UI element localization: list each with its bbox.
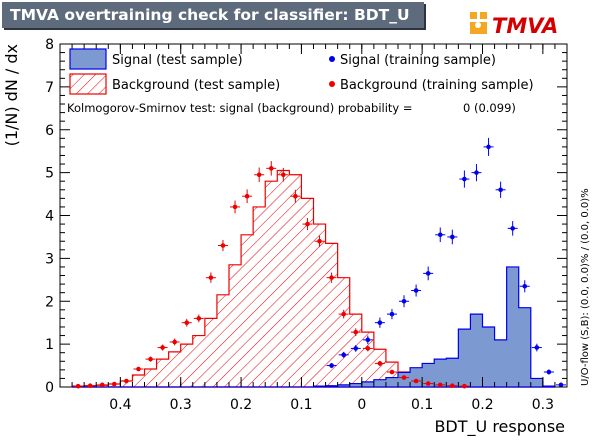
y-tick-label: 2 [45, 294, 54, 310]
y-tick-label: 1 [45, 337, 54, 353]
background-training-point [124, 378, 129, 384]
background-training-point [413, 378, 419, 384]
y-tick-label: 3 [45, 251, 54, 267]
background-training-point [75, 383, 81, 389]
signal-training-point [437, 232, 443, 238]
signal-training-point [510, 226, 515, 231]
background-training-points [73, 161, 470, 389]
tmva-logo-mark-icon [470, 12, 487, 34]
y-tick-label: 6 [45, 123, 54, 139]
signal-training-point [486, 144, 491, 150]
legend-swatch-signal-test [69, 48, 107, 70]
signal-training-point [413, 288, 419, 293]
legend: Signal (test sample) Background (test sa… [69, 48, 534, 95]
background-training-point [281, 172, 286, 178]
background-training-point [425, 381, 431, 386]
background-training-point [329, 275, 334, 280]
background-training-point [112, 381, 117, 387]
background-training-point [99, 382, 105, 388]
signal-training-point [425, 271, 431, 276]
ks-test-label: Kolmogorov-Smirnov test: signal (backgro… [67, 101, 413, 115]
x-tick-label: 0.1 [411, 397, 433, 413]
signal-training-point [450, 234, 455, 240]
signal-training-point [329, 363, 334, 368]
signal-test-area [72, 266, 556, 388]
signal-training-point [377, 320, 383, 325]
x-tick-label: 0.4 [109, 397, 131, 413]
background-training-point [196, 316, 202, 321]
x-tick-label: 0.2 [471, 397, 493, 413]
x-tick-label: 0.2 [230, 397, 252, 413]
x-tick-label: 0.3 [170, 397, 192, 413]
background-training-point [462, 383, 467, 389]
y-tick-label: 8 [45, 37, 54, 53]
x-tick-label: 0.1 [290, 397, 312, 413]
legend-label-background-training: Background (training sample) [340, 78, 534, 93]
legend-marker-signal-training [329, 56, 335, 62]
legend-swatch-background-test [69, 73, 107, 95]
background-training-point [160, 345, 165, 350]
background-training-point [172, 339, 177, 345]
signal-training-point [474, 170, 479, 175]
y-tick-label: 7 [45, 80, 54, 96]
signal-training-point [522, 283, 528, 289]
background-training-point [220, 243, 226, 248]
background-training-point [208, 275, 214, 280]
background-training-point [148, 356, 153, 362]
overflow-label: U/O-flow (S,B): (0.0, 0.0)% / (0.0, 0.0)… [580, 188, 591, 386]
y-tick-label: 4 [45, 209, 54, 225]
legend-marker-background-training [329, 81, 335, 87]
x-axis-label: BDT_U response [434, 417, 565, 437]
x-tick-label: 0.3 [532, 397, 554, 413]
signal-training-point [558, 382, 564, 388]
signal-training-points [326, 137, 566, 388]
signal-training-point [498, 187, 503, 193]
signal-test-histogram [72, 266, 556, 388]
signal-training-point [389, 311, 395, 317]
background-training-point [136, 366, 141, 372]
y-tick-label: 5 [45, 166, 54, 182]
y-axis-label: (1/N) dN / dx [2, 44, 21, 146]
background-training-point [365, 346, 371, 351]
background-training-point [293, 193, 298, 199]
signal-training-point [353, 346, 359, 351]
background-training-point [353, 329, 359, 335]
background-training-point [450, 383, 455, 389]
signal-training-point [341, 352, 346, 358]
background-training-point [437, 382, 443, 388]
ks-test-value: 0 (0.099) [463, 101, 516, 115]
background-training-point [317, 238, 322, 244]
signal-training-point [534, 345, 540, 350]
signal-training-point [401, 298, 407, 304]
background-training-point [184, 320, 190, 325]
background-training-point [232, 204, 238, 210]
signal-training-point [365, 337, 371, 343]
page-title-box: TMVA overtraining check for classifier: … [2, 2, 424, 28]
background-training-point [389, 369, 395, 375]
background-training-point [256, 172, 262, 178]
background-training-point [377, 361, 383, 366]
background-training-point [305, 221, 310, 227]
page-title: TMVA overtraining check for classifier: … [10, 6, 410, 24]
legend-label-signal-test: Signal (test sample) [112, 53, 243, 68]
legend-label-signal-training: Signal (training sample) [340, 53, 496, 68]
x-tick-label: 0 [357, 397, 366, 413]
tmva-logo: TMVA [470, 12, 558, 38]
background-training-point [401, 375, 407, 380]
axes: 0 1 2 3 4 5 6 7 8 0.4 0.3 0.2 0.1 0 0.1 0.2 0.3 [45, 37, 568, 413]
tmva-logo-text: TMVA [492, 14, 558, 38]
background-training-point [87, 383, 93, 389]
signal-training-point [546, 369, 552, 375]
y-tick-label: 0 [45, 380, 54, 396]
signal-training-point [462, 176, 467, 182]
background-training-point [268, 166, 274, 171]
background-training-point [341, 311, 346, 317]
legend-label-background-test: Background (test sample) [112, 78, 280, 93]
background-training-point [244, 193, 250, 199]
